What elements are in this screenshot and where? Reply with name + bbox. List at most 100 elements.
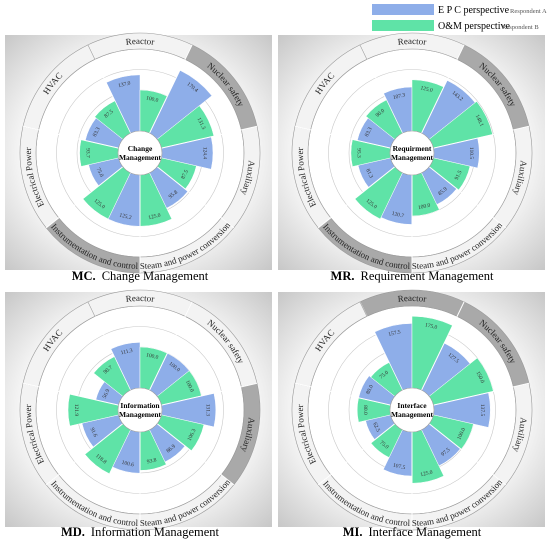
- sector-divider: [428, 423, 507, 486]
- value-label: 110.5: [468, 147, 474, 159]
- category-label: Reactor: [125, 36, 155, 47]
- sector-divider: [149, 301, 193, 391]
- value-label: 150.0: [474, 370, 485, 384]
- sector-divider: [294, 382, 391, 406]
- sector-divider: [45, 423, 124, 486]
- category-label: Reactor: [125, 293, 155, 304]
- value-label: 131.3: [195, 117, 206, 131]
- sector-divider: [433, 125, 530, 149]
- sector-divider: [161, 125, 258, 149]
- value-label: 91.5: [454, 170, 464, 182]
- caption-title: Requirement Management: [361, 269, 494, 283]
- value-label: 80.0: [365, 384, 375, 396]
- value-label: 90.7: [103, 365, 114, 376]
- value-label: 81.3: [364, 168, 374, 180]
- caption: MC. Change Management: [72, 269, 209, 283]
- sector-divider: [149, 44, 193, 134]
- center-label: Management: [119, 153, 162, 162]
- value-label: 93.8: [146, 457, 157, 465]
- value-label: 80.0: [362, 405, 368, 415]
- value-label: 95.8: [168, 189, 179, 200]
- caption: MI. Interface Management: [343, 525, 482, 539]
- legend-swatch: [372, 4, 434, 15]
- category-label: Reactor: [397, 36, 427, 47]
- value-label: 157.5: [388, 329, 402, 338]
- legend-note: Respondent A: [510, 8, 547, 15]
- center-hole: [389, 130, 435, 176]
- category-ring: [22, 301, 96, 388]
- value-label: 107.3: [392, 92, 406, 101]
- legend-swatch: [372, 20, 434, 31]
- value-label: 56.9: [102, 388, 112, 400]
- center-label: Interface: [397, 401, 427, 410]
- value-label: 100.0: [456, 427, 467, 441]
- caption-code: MC.: [72, 269, 96, 283]
- value-label: 87.5: [103, 109, 114, 120]
- sector-divider: [294, 125, 391, 149]
- value-label: 100.0: [184, 379, 195, 393]
- caption-title: Change Management: [102, 269, 209, 283]
- caption-title: Interface Management: [369, 525, 482, 539]
- value-label: 124.4: [202, 147, 208, 160]
- value-label: 83.3: [364, 126, 374, 138]
- sector-divider: [433, 382, 530, 406]
- value-label: 95.3: [356, 148, 362, 158]
- sector-divider: [22, 382, 119, 406]
- value-label: 131.3: [205, 404, 211, 417]
- sector-divider: [45, 166, 124, 229]
- center-label: Management: [391, 153, 434, 162]
- center-label: Management: [391, 410, 434, 419]
- center-label: Change: [128, 144, 153, 153]
- category-label-text: Reactor: [125, 293, 155, 304]
- value-label: 125.0: [420, 470, 434, 479]
- value-label: 75.0: [379, 370, 390, 381]
- category-label-text: Reactor: [125, 36, 155, 47]
- legend-label: O&M perspective: [438, 21, 510, 32]
- value-label: 125.0: [148, 213, 162, 222]
- sector-divider: [156, 166, 235, 229]
- center-label: Management: [119, 410, 162, 419]
- caption: MD. Information Management: [61, 525, 220, 539]
- value-label: 75.0: [378, 440, 389, 451]
- category-label: Reactor: [397, 293, 427, 304]
- center-hole: [389, 387, 435, 433]
- sector-divider: [428, 166, 507, 229]
- category-ring: [294, 301, 368, 388]
- center-label: Requirment: [393, 144, 432, 153]
- value-label: 75.0: [95, 167, 105, 179]
- value-label: 120.7: [391, 211, 405, 220]
- value-label: 91.6: [89, 427, 99, 439]
- value-label: 85.9: [437, 186, 448, 197]
- center-hole: [117, 387, 163, 433]
- sector-divider: [22, 125, 119, 149]
- sector-divider: [421, 44, 465, 134]
- caption: MR. Requirement Management: [331, 269, 494, 283]
- value-label: 100.6: [121, 460, 135, 469]
- legend-note: Respondent B: [502, 24, 539, 31]
- sector-divider: [161, 382, 258, 406]
- value-label: 121.9: [73, 404, 79, 417]
- value-label: 125.2: [119, 213, 133, 222]
- value-label: 148.1: [474, 114, 485, 128]
- value-label: 100.0: [418, 203, 432, 212]
- sector-divider: [421, 301, 465, 391]
- sector-divider: [156, 423, 235, 486]
- value-label: 83.3: [92, 126, 102, 138]
- category-label-text: Reactor: [397, 36, 427, 47]
- value-label: 137.5: [479, 404, 485, 417]
- caption-code: MR.: [331, 269, 355, 283]
- value-label: 86.9: [165, 444, 176, 455]
- value-label: 97.5: [440, 447, 451, 458]
- value-label: 175.0: [424, 322, 438, 331]
- sector-divider: [317, 166, 396, 229]
- value-label: 100.0: [145, 95, 159, 104]
- category-label-text: Reactor: [397, 293, 427, 304]
- center-label: Information: [120, 401, 160, 410]
- value-label: 87.5: [180, 169, 190, 181]
- value-label: 137.0: [118, 80, 132, 89]
- category-ring: [294, 44, 368, 131]
- value-label: 125.0: [420, 85, 434, 94]
- value-label: 93.7: [84, 148, 90, 158]
- category-ring: [22, 44, 96, 131]
- value-label: 62.5: [371, 422, 381, 434]
